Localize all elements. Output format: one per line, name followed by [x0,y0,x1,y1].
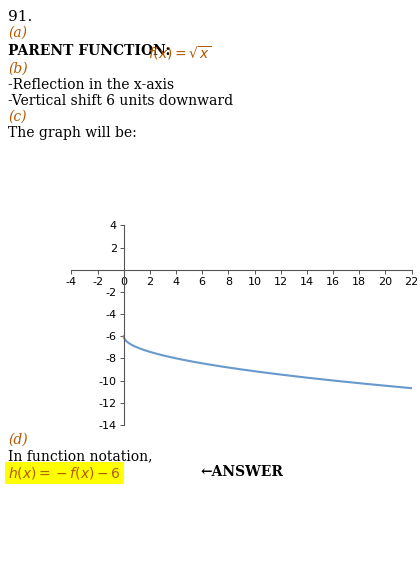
Text: 91.: 91. [8,10,32,24]
Text: (d): (d) [8,433,28,447]
Text: -Reflection in the x-axis: -Reflection in the x-axis [8,78,174,92]
Text: In function notation,: In function notation, [8,449,152,463]
Text: (b): (b) [8,62,28,76]
Text: $h(x)=-f(x)-6$: $h(x)=-f(x)-6$ [8,465,121,481]
Text: The graph will be:: The graph will be: [8,126,137,140]
Text: -Vertical shift 6 units downward: -Vertical shift 6 units downward [8,94,233,108]
Text: $f(x)=\sqrt{x}$: $f(x)=\sqrt{x}$ [148,44,212,62]
Text: PARENT FUNCTION:: PARENT FUNCTION: [8,44,176,58]
Text: ←ANSWER: ←ANSWER [200,465,283,479]
Text: (a): (a) [8,26,27,40]
Text: (c): (c) [8,110,26,124]
